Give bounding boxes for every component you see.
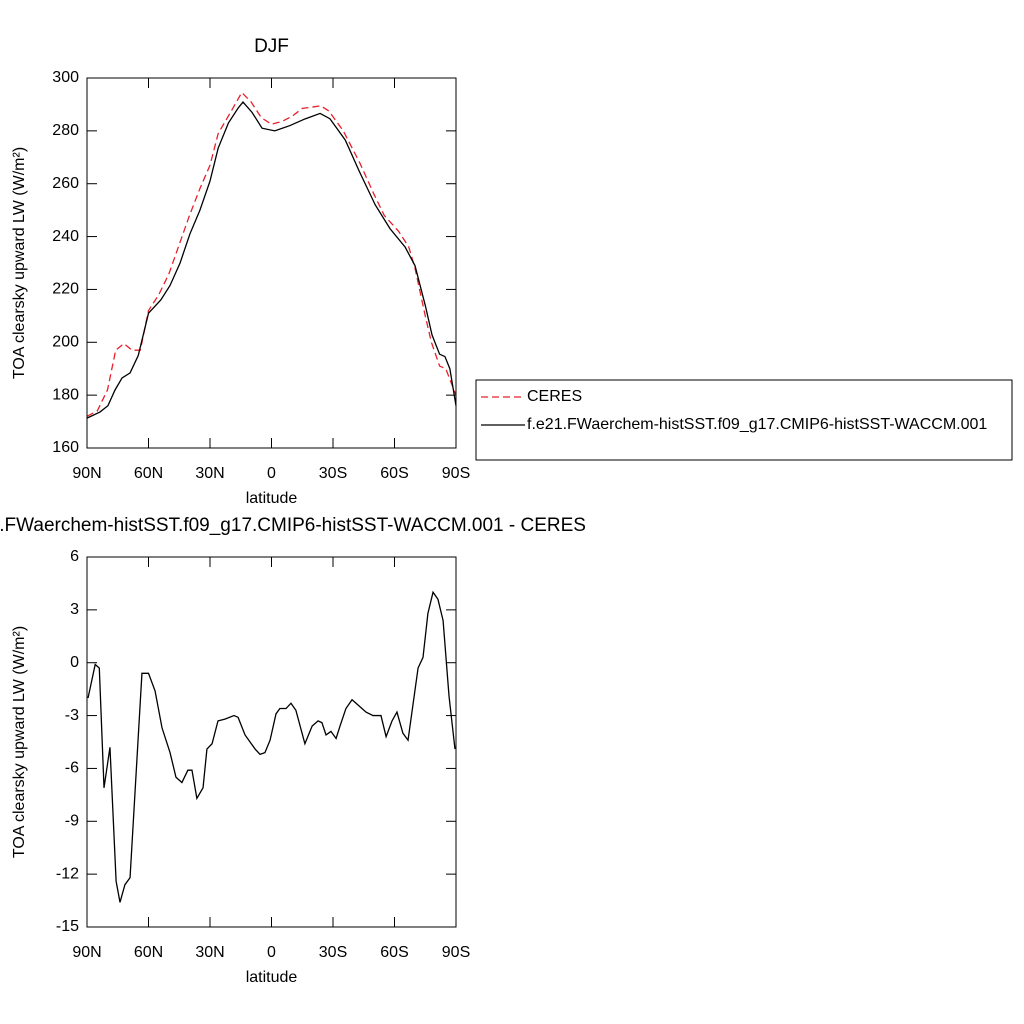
y-tick-label: 240 [52, 228, 79, 245]
y-axis-label: TOA clearsky upward LW (W/m²) [11, 147, 28, 379]
x-tick-label: 60N [134, 465, 163, 482]
chart-title: DJF [254, 36, 289, 57]
legend-label: CERES [527, 388, 582, 405]
panel: f.e21.FWaerchem-histSST.f09_g17.CMIP6-hi… [0, 515, 586, 986]
y-tick-label: 200 [52, 334, 79, 351]
y-tick-label: -9 [65, 813, 79, 830]
x-axis-label: latitude [246, 969, 298, 986]
data-line [86, 101, 457, 419]
y-tick-label: 6 [70, 548, 79, 565]
x-tick-label: 30N [195, 944, 224, 961]
legend-label: f.e21.FWaerchem-histSST.f09_g17.CMIP6-hi… [527, 416, 987, 433]
x-axis-label: latitude [246, 490, 298, 507]
y-tick-label: 220 [52, 281, 79, 298]
y-tick-label: -15 [56, 918, 79, 935]
x-tick-label: 30S [319, 944, 347, 961]
y-tick-label: -3 [65, 707, 79, 724]
x-tick-label: 30N [195, 465, 224, 482]
y-tick-label: 260 [52, 175, 79, 192]
data-line [87, 590, 456, 903]
x-tick-label: 90N [72, 944, 101, 961]
x-tick-label: 90S [442, 465, 470, 482]
y-tick-label: 280 [52, 122, 79, 139]
x-tick-label: 30S [319, 465, 347, 482]
x-tick-label: 60N [134, 944, 163, 961]
legend: CERES f.e21.FWaerchem-histSST.f09_g17.CMI… [475, 379, 1013, 461]
y-axis-label: TOA clearsky upward LW (W/m²) [11, 626, 28, 858]
y-tick-label: -6 [65, 760, 79, 777]
panel: DJF latitude TOA clearsky upward LW (W/m²)… [11, 36, 1013, 507]
plot-frame [86, 77, 457, 449]
x-tick-label: 60S [380, 465, 408, 482]
legend-box [475, 379, 1013, 461]
y-tick-label: 160 [52, 439, 79, 456]
y-tick-label: 3 [70, 601, 79, 618]
x-tick-label: 0 [267, 465, 276, 482]
y-tick-label: 0 [70, 654, 79, 671]
data-line [86, 91, 457, 417]
x-tick-label: 0 [267, 944, 276, 961]
x-tick-label: 60S [380, 944, 408, 961]
chart-title: f.e21.FWaerchem-histSST.f09_g17.CMIP6-hi… [0, 515, 586, 536]
y-tick-label: 300 [52, 69, 79, 86]
x-tick-label: 90S [442, 944, 470, 961]
x-tick-label: 90N [72, 465, 101, 482]
y-tick-label: -12 [56, 865, 79, 882]
plot-frame [86, 556, 457, 928]
y-tick-label: 180 [52, 386, 79, 403]
